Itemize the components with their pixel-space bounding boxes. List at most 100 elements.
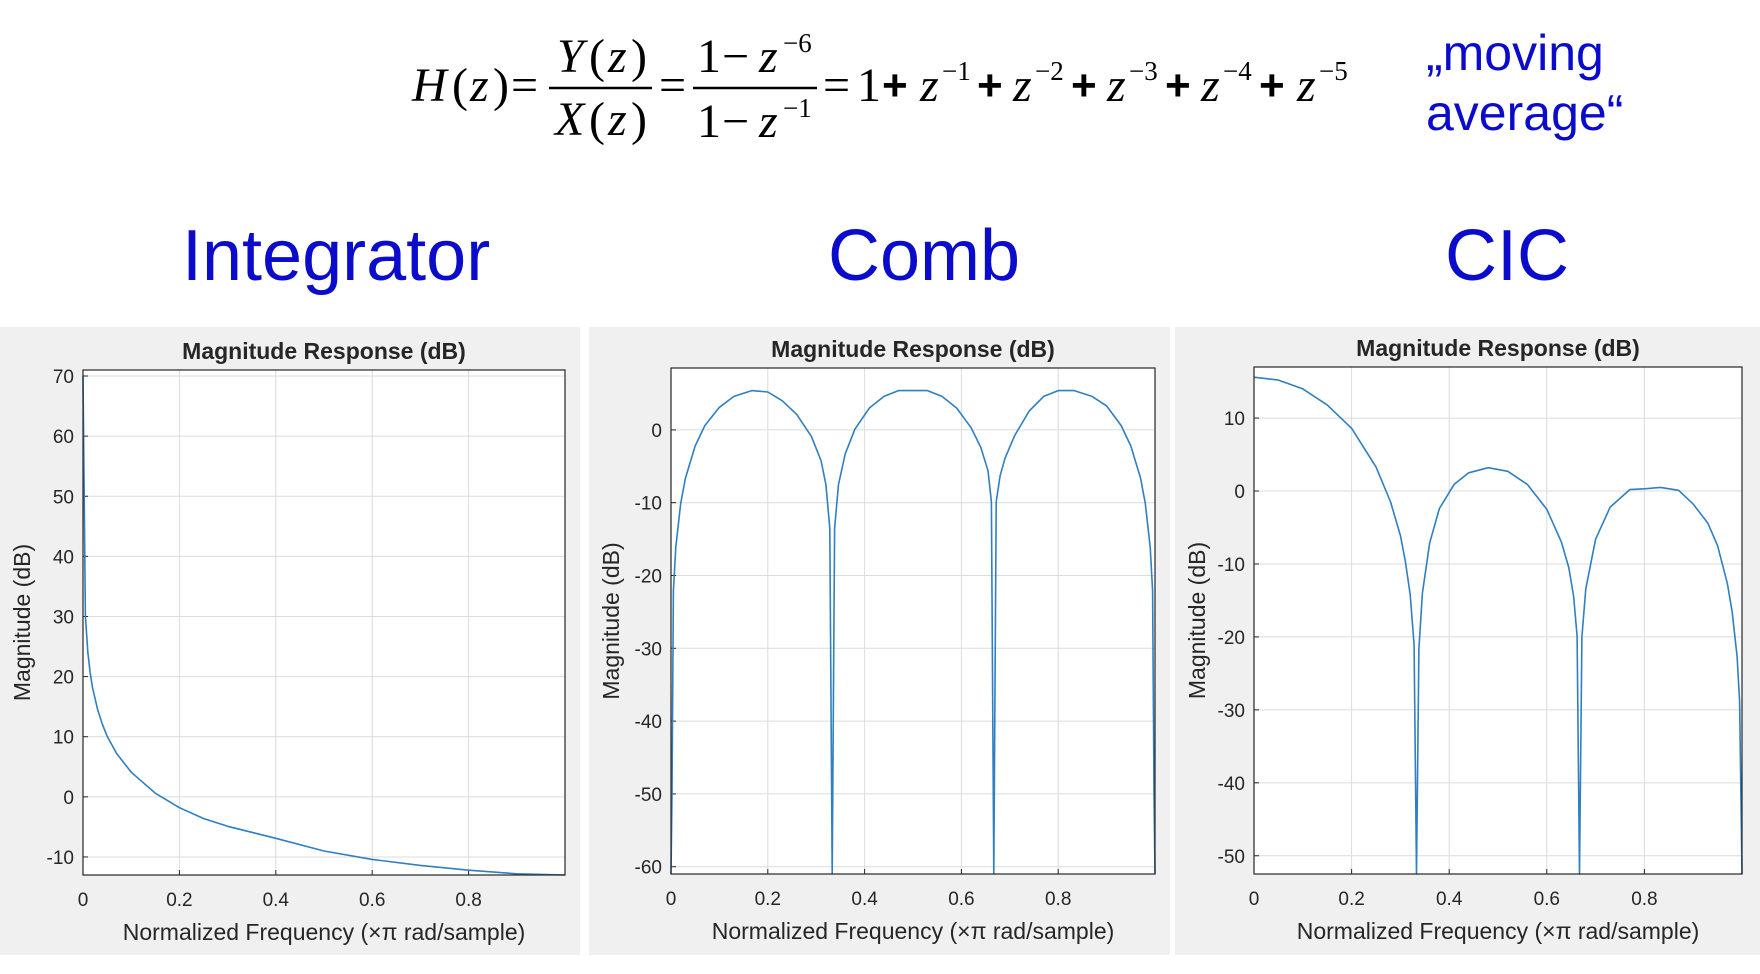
chart-cic-title: Magnitude Response (dB) — [1356, 335, 1640, 361]
eq-term-5-z: z — [1296, 59, 1316, 112]
eq-term-5-exp: −5 — [1319, 56, 1348, 86]
chart-integrator-xtick-label-1: 0.2 — [166, 890, 192, 911]
chart-cic-ylabel: Magnitude (dB) — [1184, 542, 1210, 699]
eq-den-one: 1 — [697, 95, 721, 148]
chart-comb-xtick-label-1: 0.2 — [755, 889, 781, 910]
eq-num-one: 1 — [697, 30, 721, 83]
chart-comb-xtick-label-0: 0 — [666, 889, 677, 910]
chart-integrator-ytick-label-8: 70 — [53, 367, 74, 388]
eq-term-2-exp: −2 — [1035, 56, 1064, 86]
annotation-line-2: average“ — [1426, 85, 1623, 141]
eq-num-arg: z — [607, 30, 627, 83]
chart-comb-ytick-label-5: -10 — [635, 494, 662, 515]
chart-integrator-ytick-label-0: -10 — [47, 848, 74, 869]
title-comb: Comb — [827, 216, 1021, 296]
chart-cic-xtick-label-4: 0.8 — [1631, 889, 1657, 910]
eq-term-2-z: z — [1012, 59, 1032, 112]
chart-cic-xtick-label-2: 0.4 — [1436, 889, 1463, 910]
integrator-magnitude-chart: 0 0.2 0.4 0.6 0.8-10010203040506070Magnitude… — [9, 338, 566, 945]
eq-term-1-z: z — [919, 59, 939, 112]
chart-cic-plot-area — [1254, 367, 1742, 874]
chart-cic-xtick-label-1: 0.2 — [1338, 889, 1364, 910]
eq-den-paren-open: ( — [589, 93, 605, 146]
chart-comb-ytick-label-2: -40 — [635, 712, 662, 733]
chart-comb-ytick-label-4: -20 — [635, 566, 662, 587]
eq-term-1-exp: −1 — [942, 56, 971, 86]
chart-comb-xtick-label-4: 0.8 — [1045, 889, 1071, 910]
chart-integrator-ytick-label-6: 50 — [53, 487, 74, 508]
chart-comb-xlabel: Normalized Frequency (×π rad/sample) — [712, 918, 1115, 944]
eq-lhs-arg: z — [469, 59, 489, 112]
chart-integrator-ylabel: Magnitude (dB) — [9, 544, 35, 701]
eq-den-arg: z — [607, 93, 627, 146]
chart-integrator-ytick-label-2: 10 — [53, 728, 74, 749]
eq-num-paren-close: ) — [631, 30, 647, 83]
eq-den-z: z — [758, 95, 778, 148]
chart-integrator-xlabel: Normalized Frequency (×π rad/sample) — [123, 919, 526, 945]
chart-integrator-title: Magnitude Response (dB) — [182, 338, 466, 364]
chart-integrator-plot-area — [83, 370, 565, 875]
eq-num-fn: Y — [557, 30, 588, 83]
chart-integrator-ytick-label-4: 30 — [53, 607, 74, 628]
eq-plus-3: + — [1071, 61, 1097, 110]
chart-comb-plot-area — [671, 368, 1155, 874]
comb-magnitude-chart: 0 0.2 0.4 0.6 0.8 -60 -50 -40 -30 -20 -10 0 Magnitud… — [598, 336, 1156, 944]
eq-plus-2: + — [977, 61, 1003, 110]
eq-paren-close: ) — [493, 59, 509, 112]
chart-comb-axes-box — [670, 367, 1156, 875]
eq-term-4-z: z — [1200, 59, 1220, 112]
eq-den-minus: − — [722, 95, 749, 148]
eq-equals-2: = — [659, 59, 686, 112]
eq-num-paren-open: ( — [589, 30, 605, 83]
cic-plot-panel: 0 0.2 0.4 0.6 0.8 -50 -40 -30 -20 -10 0 10 Magnitude… — [1175, 327, 1760, 955]
chart-cic-ytick-label-5: 0 — [1234, 482, 1245, 503]
eq-num-z: z — [758, 30, 778, 83]
eq-plus-1: + — [882, 61, 908, 110]
integrator-plot-panel: 0 0.2 0.4 0.6 0.8 -10 0 10 20 30 40 50 60 70 Magnitude… — [0, 327, 580, 955]
chart-cic-axes-box — [1253, 366, 1743, 875]
chart-comb-series-line-0 — [670, 389, 1156, 875]
comb-plot-panel: 0 0.2 0.4 0.6 0.8 -60 -50 -40 -30 -20 -10 0 Magnitud… — [589, 327, 1170, 955]
chart-integrator-ytick-label-7: 60 — [53, 427, 74, 448]
eq-sum-one: 1 — [857, 59, 881, 112]
title-cic: CIC — [1445, 216, 1569, 296]
chart-integrator-xtick-label-3: 0.6 — [359, 890, 385, 911]
chart-integrator-ytick-label-5: 40 — [53, 547, 74, 568]
annotation-line-1: „moving — [1426, 25, 1604, 81]
chart-comb-ylabel: Magnitude (dB) — [598, 542, 624, 699]
chart-comb-ytick-label-6: 0 — [651, 421, 662, 442]
chart-comb-xtick-label-2: 0.4 — [851, 889, 878, 910]
eq-den-exp: −1 — [783, 93, 812, 123]
chart-cic-ytick-label-2: -30 — [1218, 701, 1245, 722]
eq-plus-4: + — [1165, 61, 1191, 110]
transfer-function-equation: H ( z ) = Y ( z ) X ( z ) = 1 − z −6 1 −… — [411, 25, 1623, 148]
chart-comb-ytick-label-0: -60 — [635, 858, 662, 879]
eq-lhs-h: H — [411, 59, 449, 112]
chart-integrator-ytick-label-1: 0 — [63, 788, 74, 809]
chart-cic-xlabel: Normalized Frequency (×π rad/sample) — [1297, 918, 1700, 944]
chart-cic-ytick-label-4: -10 — [1218, 555, 1245, 576]
chart-integrator-xtick-label-2: 0.4 — [263, 890, 290, 911]
title-integrator: Integrator — [182, 216, 491, 296]
chart-cic-ytick-label-6: 10 — [1224, 409, 1245, 430]
eq-term-3-z: z — [1106, 59, 1126, 112]
chart-comb-ytick-label-1: -50 — [635, 785, 662, 806]
chart-comb-ytick-label-3: -30 — [635, 639, 662, 660]
chart-cic-ytick-label-3: -20 — [1218, 628, 1245, 649]
chart-cic-series-line-0 — [1253, 376, 1743, 875]
chart-integrator-xtick-label-4: 0.8 — [455, 890, 481, 911]
eq-term-3-exp: −3 — [1129, 56, 1158, 86]
eq-paren-open: ( — [452, 59, 468, 112]
chart-integrator-xtick-label-0: 0 — [78, 890, 89, 911]
chart-integrator-ytick-label-3: 20 — [53, 668, 74, 689]
eq-term-4-exp: −4 — [1223, 56, 1252, 86]
eq-den-fn: X — [553, 93, 586, 146]
cic-magnitude-chart: 0 0.2 0.4 0.6 0.8 -50 -40 -30 -20 -10 0 10 Magnitude… — [1184, 335, 1743, 944]
chart-cic-xtick-label-3: 0.6 — [1534, 889, 1560, 910]
eq-equals-3: = — [823, 59, 850, 112]
chart-comb-xtick-label-3: 0.6 — [948, 889, 974, 910]
chart-cic-ytick-label-0: -50 — [1218, 847, 1245, 868]
eq-num-minus: − — [722, 30, 749, 83]
chart-integrator-series-line-0 — [82, 375, 566, 876]
chart-cic-ytick-label-1: -40 — [1218, 774, 1245, 795]
